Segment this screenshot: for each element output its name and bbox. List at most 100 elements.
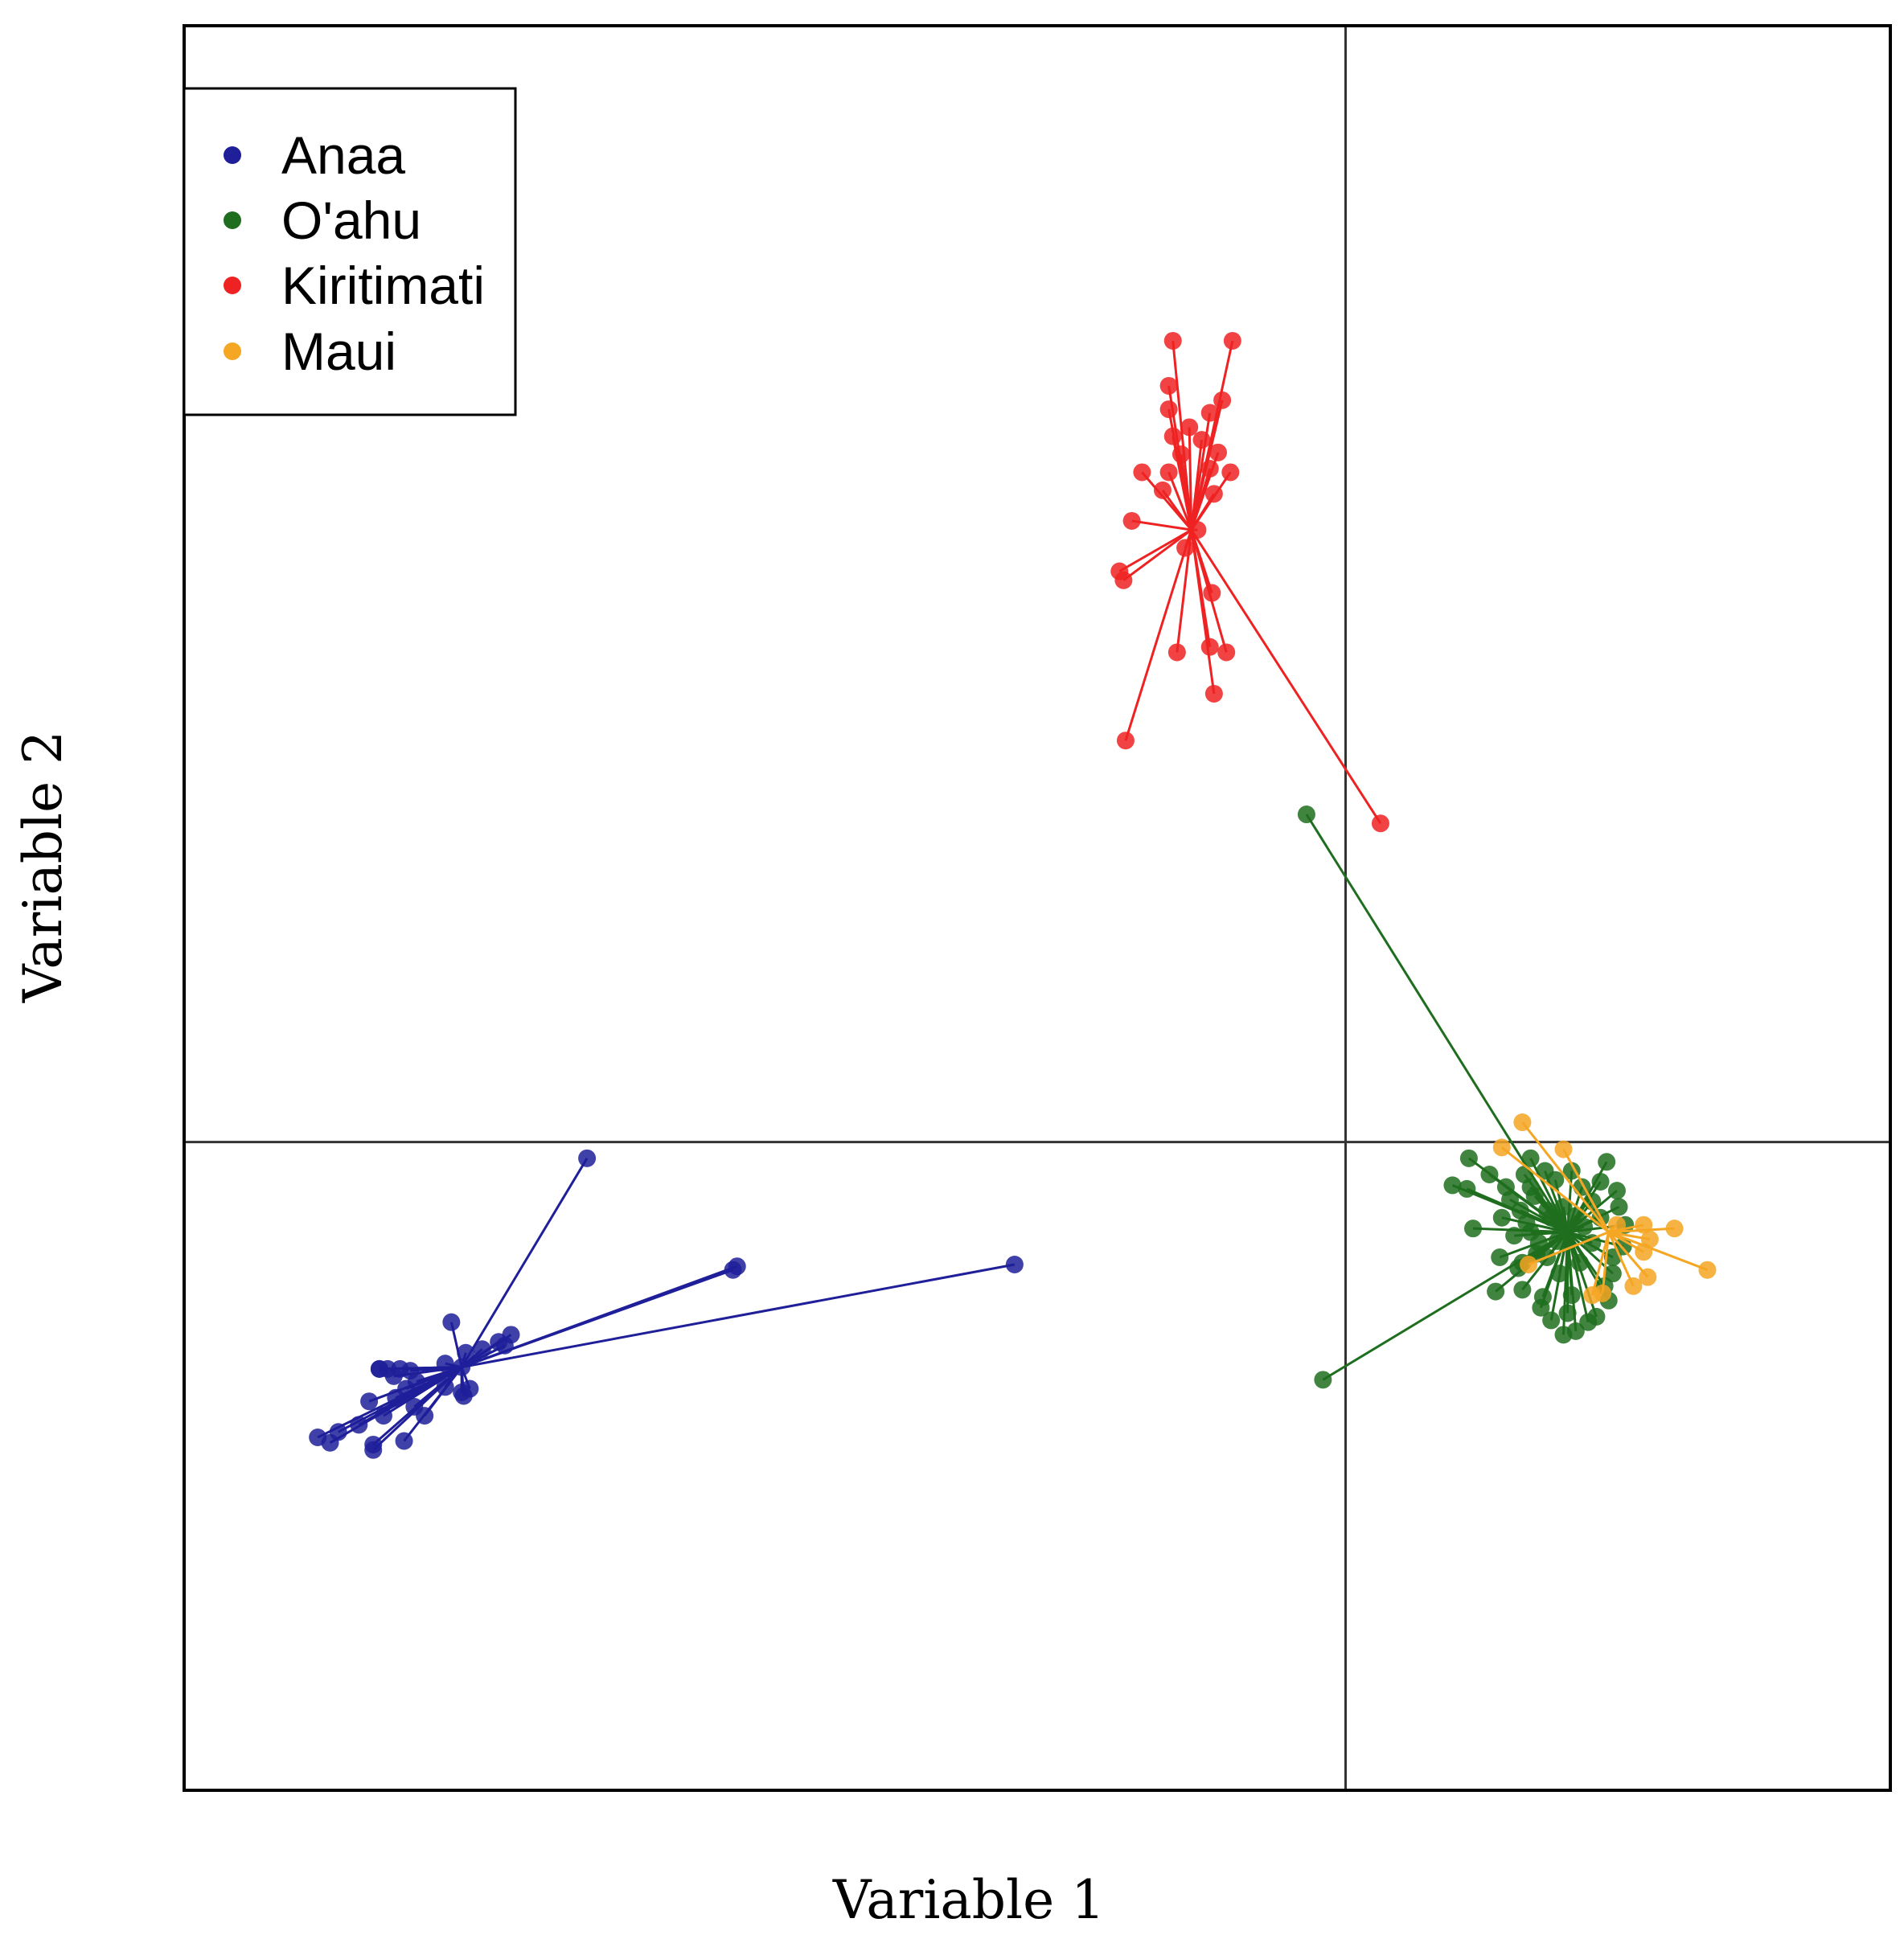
spoke-maui [1528,1231,1610,1266]
legend-marker-maui [224,342,241,360]
spoke-kiritimati [1180,453,1193,531]
point-oahu [1297,806,1315,824]
point-oahu [1513,1281,1532,1299]
legend-label-anaa: Anaa [281,125,405,185]
point-oahu [1542,1311,1561,1330]
spoke-maui [1601,1232,1611,1293]
point-anaa [457,1343,475,1362]
point-oahu [1480,1165,1499,1183]
point-anaa [578,1149,597,1167]
legend-label-kiritimati: Kiritimati [281,256,485,315]
legend-label-maui: Maui [281,322,396,381]
point-maui [1607,1215,1626,1234]
spoke-kiritimati [1190,529,1382,825]
spoke-anaa [460,1158,589,1368]
point-oahu [1583,1234,1602,1252]
point-maui [1635,1243,1653,1261]
point-kiritimati [1159,400,1178,419]
point-oahu [1607,1182,1626,1200]
spoke-anaa [461,1263,1016,1369]
point-oahu [1487,1282,1505,1301]
point-anaa [1005,1255,1024,1273]
point-oahu [1562,1286,1581,1305]
point-kiritimati [1116,732,1135,750]
point-anaa [309,1429,327,1446]
point-anaa [374,1407,392,1425]
point-kiritimati [1200,459,1219,478]
legend-marker-oahu [224,211,241,229]
point-maui [1513,1113,1532,1132]
point-anaa [436,1355,454,1373]
point-oahu [1598,1153,1616,1171]
point-kiritimati [1180,418,1199,437]
point-maui [1520,1255,1538,1273]
point-oahu [1443,1176,1462,1195]
point-maui [1698,1261,1717,1279]
point-kiritimati [1203,584,1221,602]
point-maui [1624,1277,1643,1295]
point-anaa [442,1313,461,1331]
point-oahu [1548,1232,1566,1250]
legend: Anaa O'ahu Kiritimati Maui [183,87,517,416]
point-oahu [1464,1220,1483,1238]
point-oahu [1546,1170,1565,1189]
point-kiritimati [1223,331,1241,350]
point-kiritimati [1221,463,1240,482]
point-anaa [724,1261,742,1279]
point-kiritimati [1200,637,1219,656]
spoke-kiritimati [1124,529,1193,741]
point-oahu [1505,1227,1524,1245]
spoke-maui [1562,1148,1611,1233]
point-maui [1635,1215,1653,1234]
spoke-kiritimati [1118,528,1192,572]
point-anaa [384,1367,403,1385]
point-kiritimati [1163,427,1182,445]
point-anaa [395,1432,413,1450]
point-kiritimati [1213,391,1232,409]
point-oahu [1521,1178,1540,1196]
point-oahu [1459,1149,1478,1167]
point-oahu [1542,1208,1561,1227]
spoke-kiritimati [1188,427,1193,531]
point-oahu [1314,1371,1332,1389]
spoke-maui [1500,1146,1610,1233]
spoke-kiritimati [1190,439,1204,531]
point-kiritimati [1133,463,1151,482]
point-oahu [1558,1304,1577,1322]
point-oahu [1529,1234,1548,1252]
point-oahu [1550,1265,1569,1283]
point-oahu [1603,1265,1622,1283]
point-kiritimati [1204,485,1223,503]
point-anaa [453,1358,471,1376]
point-oahu [1532,1298,1550,1317]
point-anaa [490,1333,508,1351]
point-oahu [1587,1307,1606,1326]
point-kiritimati [1163,331,1182,350]
point-oahu [1562,1162,1581,1180]
point-kiritimati [1192,431,1211,449]
point-oahu [1591,1172,1610,1191]
point-anaa [350,1416,368,1434]
point-anaa [453,1384,471,1402]
point-oahu [1554,1198,1573,1216]
point-kiritimati [1167,643,1186,662]
point-maui [1639,1268,1657,1286]
point-kiritimati [1176,539,1195,557]
point-maui [1554,1140,1573,1158]
x-axis-title: Variable 1 [832,1869,1105,1931]
point-anaa [387,1388,405,1407]
point-oahu [1610,1198,1628,1216]
point-kiritimati [1208,443,1227,461]
point-kiritimati [1200,404,1219,422]
plot-area [184,26,1890,1790]
point-kiritimati [1204,684,1223,703]
point-kiritimati [1114,571,1133,589]
point-oahu [1570,1253,1589,1272]
spoke-kiritimati [1190,468,1212,531]
y-axis-title: Variable 2 [12,731,74,1003]
point-anaa [364,1441,383,1459]
spoke-kiritimati [1122,528,1192,582]
point-anaa [436,1378,454,1396]
legend-marker-anaa [224,146,241,164]
